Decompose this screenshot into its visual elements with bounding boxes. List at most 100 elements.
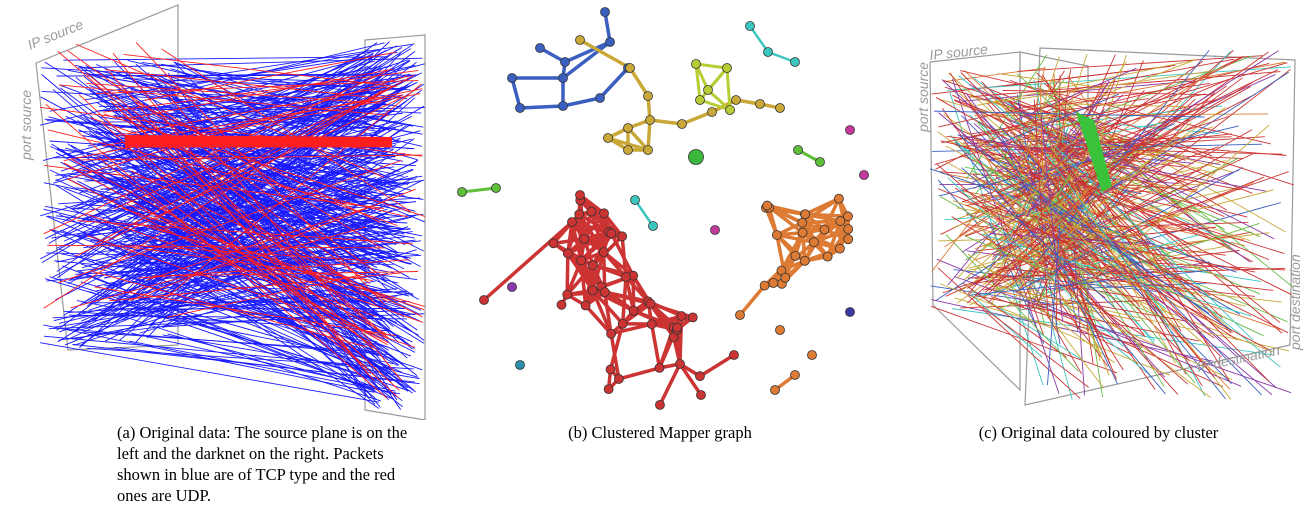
graph-node — [797, 227, 808, 238]
tcp-packet-line — [162, 334, 420, 380]
udp-packet-line — [77, 220, 413, 245]
udp-packet-line — [123, 54, 397, 88]
graph-node — [655, 399, 665, 410]
udp-packet-line — [117, 86, 388, 137]
udp-packet-line — [74, 96, 403, 257]
tcp-packet-line — [146, 240, 386, 323]
udp-packet-line — [103, 70, 419, 113]
graph-node — [479, 295, 489, 305]
cluster-packet-line — [1052, 169, 1240, 242]
graph-node — [731, 95, 741, 105]
cluster-packet-line — [1067, 144, 1123, 217]
udp-packet-line — [80, 154, 423, 161]
tcp-packet-line — [174, 61, 397, 183]
tcp-packet-line — [89, 291, 371, 388]
cluster-packet-line — [934, 62, 1288, 165]
cluster-packet-line — [1059, 270, 1124, 371]
udp-packet-line — [63, 88, 423, 162]
source-plane — [929, 51, 1021, 392]
graph-node — [507, 73, 517, 83]
graph-edge — [649, 323, 662, 369]
cluster-packet-line — [1013, 82, 1211, 113]
graph-node — [617, 231, 628, 242]
tcp-packet-line — [137, 73, 399, 77]
cluster-packet-line — [968, 269, 1211, 296]
cluster-packet-line — [952, 308, 1274, 356]
graph-edge — [651, 315, 694, 326]
graph-node — [576, 255, 587, 266]
graph-edges — [461, 11, 850, 406]
graph-edge — [510, 77, 522, 109]
graph-edge — [591, 289, 613, 335]
graph-node — [623, 123, 633, 133]
graph-node — [562, 248, 573, 259]
axis-label-port-destination: port destination — [1287, 254, 1303, 351]
udp-packet-line — [105, 69, 381, 99]
cluster-packet-line — [956, 170, 1149, 304]
udp-packet-line — [166, 273, 367, 318]
graph-node — [580, 300, 591, 311]
udp-packet-line — [75, 43, 385, 178]
udp-packet-line — [133, 222, 425, 307]
udp-packet-line — [67, 50, 377, 274]
graph-edge — [579, 38, 631, 70]
cluster-packet-line — [997, 73, 1113, 90]
cluster-packet-line — [971, 294, 1043, 358]
graph-node — [793, 145, 803, 155]
graph-node — [575, 35, 585, 45]
cluster-packet-line — [1019, 151, 1230, 276]
graph-edge — [626, 126, 650, 152]
graph-edge — [482, 220, 574, 302]
cluster-packet-line — [968, 95, 1234, 173]
graph-node — [586, 206, 597, 217]
graph-node — [695, 371, 705, 382]
graph-node — [815, 157, 825, 167]
graph-node — [676, 311, 687, 321]
axis-label-ip-source: IP source — [25, 16, 86, 53]
graph-node — [515, 103, 525, 113]
graph-edge — [776, 233, 815, 244]
graph-node — [579, 233, 590, 244]
graph-node — [617, 318, 628, 329]
cluster-packet-line — [1041, 74, 1231, 383]
cluster-packet-line — [1046, 223, 1061, 386]
udp-packet-band — [124, 138, 393, 142]
tcp-packet-line — [170, 97, 415, 315]
graph-node — [703, 85, 713, 95]
cluster-packet-line — [987, 283, 1290, 352]
cluster-packet-line — [982, 307, 1089, 388]
tcp-packet-line — [49, 229, 372, 374]
caption-a: (a) Original data: The source plane is o… — [117, 423, 408, 505]
panel-b-mapper-graph: (b) Clustered Mapper graph — [440, 0, 880, 442]
cluster-packet-line — [1019, 228, 1256, 273]
udp-packet-line — [57, 50, 390, 340]
udp-packet-line — [95, 79, 419, 95]
cluster-packet-line — [956, 148, 1076, 279]
graph-edge — [461, 186, 497, 194]
graph-node — [605, 37, 615, 47]
axis-label-port-source: port source — [18, 90, 34, 161]
cluster-packet-line — [1047, 140, 1176, 364]
graph-node — [587, 285, 598, 296]
tcp-packet-line — [58, 182, 407, 205]
graph-node — [819, 224, 830, 235]
cluster-packet-line — [1020, 80, 1110, 227]
cluster-packet-line — [1046, 84, 1058, 100]
graph-node — [775, 325, 785, 335]
graph-node — [688, 149, 704, 165]
tcp-packet-line — [74, 50, 387, 208]
cluster-packet-line — [1005, 65, 1176, 87]
tcp-packet-line — [124, 107, 425, 116]
graph-node — [605, 364, 616, 375]
graph-node — [621, 272, 631, 282]
tcp-packet-line — [95, 92, 377, 112]
udp-packet-line — [129, 68, 394, 119]
graph-edge — [649, 118, 683, 126]
graph-edge — [738, 284, 766, 317]
tcp-packet-line — [49, 276, 411, 392]
cluster-packet-line — [957, 134, 1232, 332]
source-plane — [35, 4, 179, 351]
graph-edge — [678, 363, 703, 396]
graph-edge — [610, 322, 653, 336]
graph-node — [556, 299, 567, 310]
